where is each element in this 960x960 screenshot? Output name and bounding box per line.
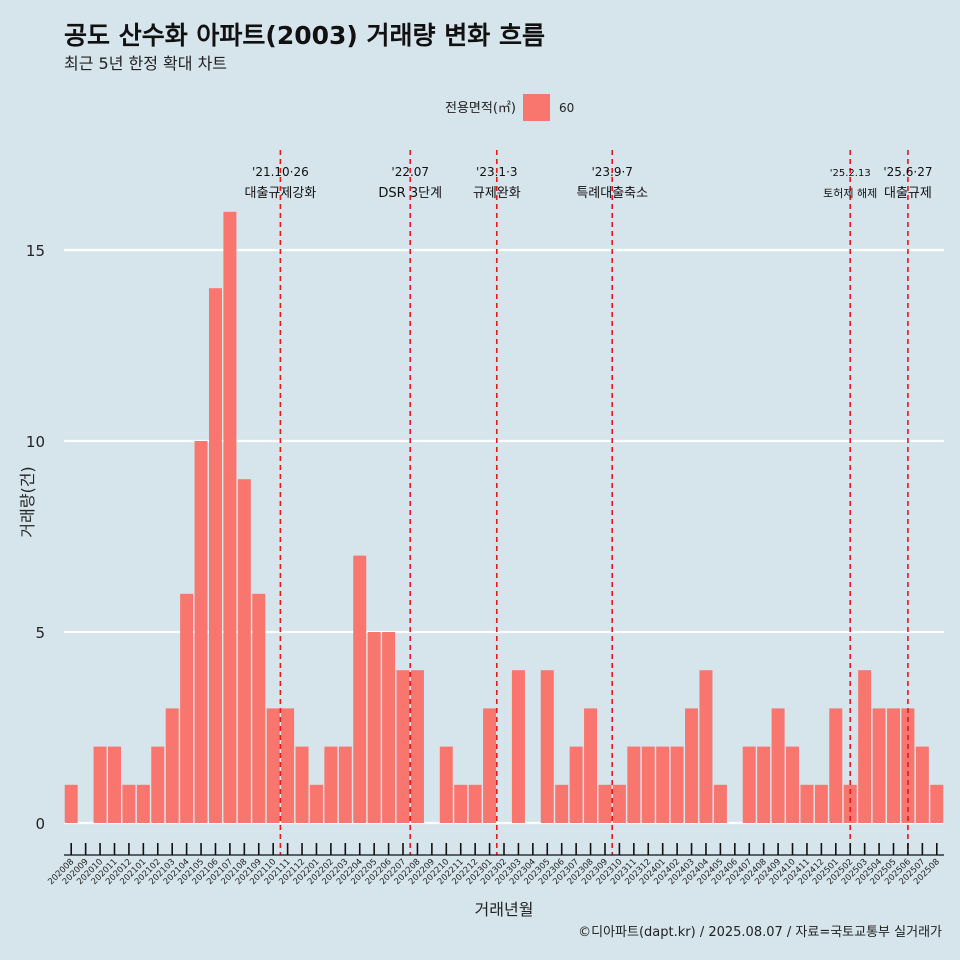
bar bbox=[237, 479, 251, 823]
bar bbox=[136, 784, 150, 823]
event-label: 특례대출축소 bbox=[576, 186, 648, 201]
bar bbox=[915, 746, 929, 823]
event-date: '21.10·26 bbox=[252, 165, 309, 179]
bar bbox=[627, 746, 641, 823]
legend-title: 전용면적(㎡) bbox=[445, 101, 516, 116]
bar bbox=[685, 708, 699, 823]
bar bbox=[252, 593, 266, 823]
bar bbox=[930, 784, 944, 823]
bar bbox=[483, 708, 497, 823]
bar bbox=[829, 708, 843, 823]
y-tick-label: 15 bbox=[26, 242, 45, 260]
bar bbox=[786, 746, 800, 823]
bar bbox=[122, 784, 136, 823]
bar bbox=[540, 670, 554, 823]
chart-subtitle: 최근 5년 한정 확대 차트 bbox=[64, 54, 227, 73]
bars bbox=[64, 211, 944, 824]
bar bbox=[742, 746, 756, 823]
bar bbox=[151, 746, 165, 823]
y-axis-label: 거래량(건) bbox=[18, 466, 37, 537]
event-lines: '21.10·26 대출규제강화 '22.07 DSR 3단계 '23.1·3 규제완화 '… bbox=[245, 150, 932, 855]
bar bbox=[598, 784, 612, 823]
event-date: '23.9·7 bbox=[591, 165, 632, 179]
event-date: '23.1·3 bbox=[476, 165, 517, 179]
bar bbox=[584, 708, 598, 823]
bar bbox=[165, 708, 179, 823]
chart-caption: ©디아파트(dapt.kr) / 2025.08.07 / 자료=국토교통부 실… bbox=[578, 925, 942, 940]
bar bbox=[208, 288, 222, 823]
bar bbox=[367, 632, 381, 823]
bar bbox=[295, 746, 309, 823]
event-label: 대출규제 bbox=[884, 186, 932, 201]
bar bbox=[511, 670, 525, 823]
bar bbox=[800, 784, 814, 823]
bar bbox=[569, 746, 583, 823]
bar bbox=[382, 632, 396, 823]
event-date: '22.07 bbox=[391, 165, 429, 179]
event-label: 대출규제강화 bbox=[245, 186, 317, 201]
y-tick-label: 5 bbox=[35, 624, 45, 642]
event-label: DSR 3단계 bbox=[378, 186, 442, 201]
y-tick-label: 0 bbox=[35, 815, 45, 833]
bar bbox=[713, 784, 727, 823]
event-date: '25.6·27 bbox=[883, 165, 932, 179]
bar bbox=[281, 708, 295, 823]
event-label: 규제완화 bbox=[473, 186, 521, 201]
bar bbox=[887, 708, 900, 823]
event-date: '25.2.13 bbox=[830, 168, 871, 179]
bar bbox=[699, 670, 713, 823]
bar bbox=[641, 746, 655, 823]
bar bbox=[223, 211, 237, 824]
legend: 전용면적(㎡) 60 bbox=[445, 94, 574, 121]
bar bbox=[814, 784, 828, 823]
legend-swatch bbox=[523, 94, 550, 121]
legend-label: 60 bbox=[559, 101, 574, 115]
bar bbox=[771, 708, 785, 823]
bar bbox=[64, 784, 78, 823]
bar bbox=[555, 784, 569, 823]
bar bbox=[266, 708, 280, 823]
bar bbox=[410, 670, 424, 823]
bar bbox=[454, 784, 468, 823]
bar bbox=[309, 784, 323, 823]
bar bbox=[656, 746, 670, 823]
bar bbox=[338, 746, 352, 823]
bar bbox=[843, 784, 857, 823]
bar bbox=[439, 746, 453, 823]
bar bbox=[93, 746, 107, 823]
bar bbox=[324, 746, 338, 823]
bar bbox=[468, 784, 482, 823]
x-axis-label: 거래년월 bbox=[475, 900, 534, 919]
bar bbox=[396, 670, 410, 823]
bar bbox=[353, 555, 367, 823]
chart-title: 공도 산수화 아파트(2003) 거래량 변화 흐름 bbox=[64, 21, 545, 50]
bar bbox=[194, 441, 208, 823]
bar bbox=[872, 708, 886, 823]
bar bbox=[108, 746, 121, 823]
bar bbox=[670, 746, 684, 823]
event-label: 토허제 해제 bbox=[823, 186, 877, 200]
bar bbox=[757, 746, 771, 823]
y-tick-label: 10 bbox=[26, 433, 45, 451]
bar bbox=[858, 670, 872, 823]
y-axis-ticks: 0 5 10 15 bbox=[26, 242, 45, 833]
bar bbox=[180, 593, 194, 823]
bar bbox=[612, 784, 626, 823]
